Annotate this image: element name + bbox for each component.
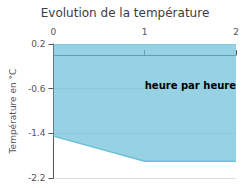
svg-text:2: 2 — [233, 27, 239, 37]
svg-text:-2.2: -2.2 — [28, 173, 46, 183]
svg-text:-0.6: -0.6 — [28, 84, 46, 94]
svg-text:Température en °C: Température en °C — [8, 69, 18, 155]
svg-text:1: 1 — [142, 27, 148, 37]
svg-text:-1.4: -1.4 — [28, 128, 46, 138]
svg-text:0.2: 0.2 — [31, 39, 45, 49]
svg-text:heure par heure: heure par heure — [145, 80, 236, 91]
svg-text:Evolution de la température: Evolution de la température — [41, 6, 210, 20]
svg-text:0: 0 — [51, 27, 57, 37]
